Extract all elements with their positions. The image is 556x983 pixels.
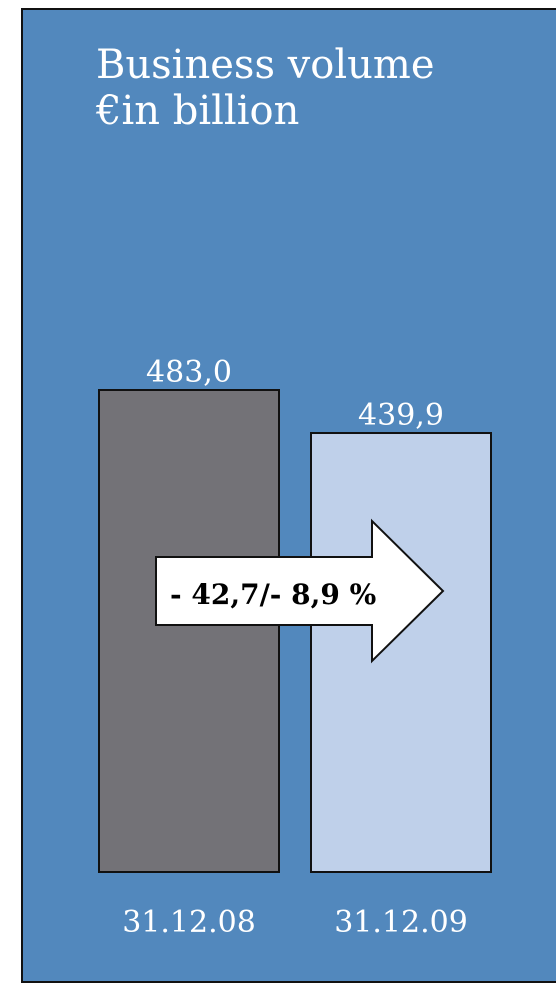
bar-2 [310, 432, 492, 873]
bar-1 [98, 389, 280, 873]
change-annotation: - 42,7/- 8,9 % [170, 578, 376, 611]
chart-title: Business volume €in billion [96, 42, 435, 134]
category-label-2: 31.12.09 [334, 905, 468, 940]
chart-title-line-1: Business volume [96, 42, 435, 88]
value-label-1: 483,0 [146, 355, 232, 390]
chart-title-line-2: €in billion [96, 88, 300, 134]
change-arrow [155, 518, 445, 664]
category-label-1: 31.12.08 [122, 905, 256, 940]
value-label-2: 439,9 [358, 398, 444, 433]
